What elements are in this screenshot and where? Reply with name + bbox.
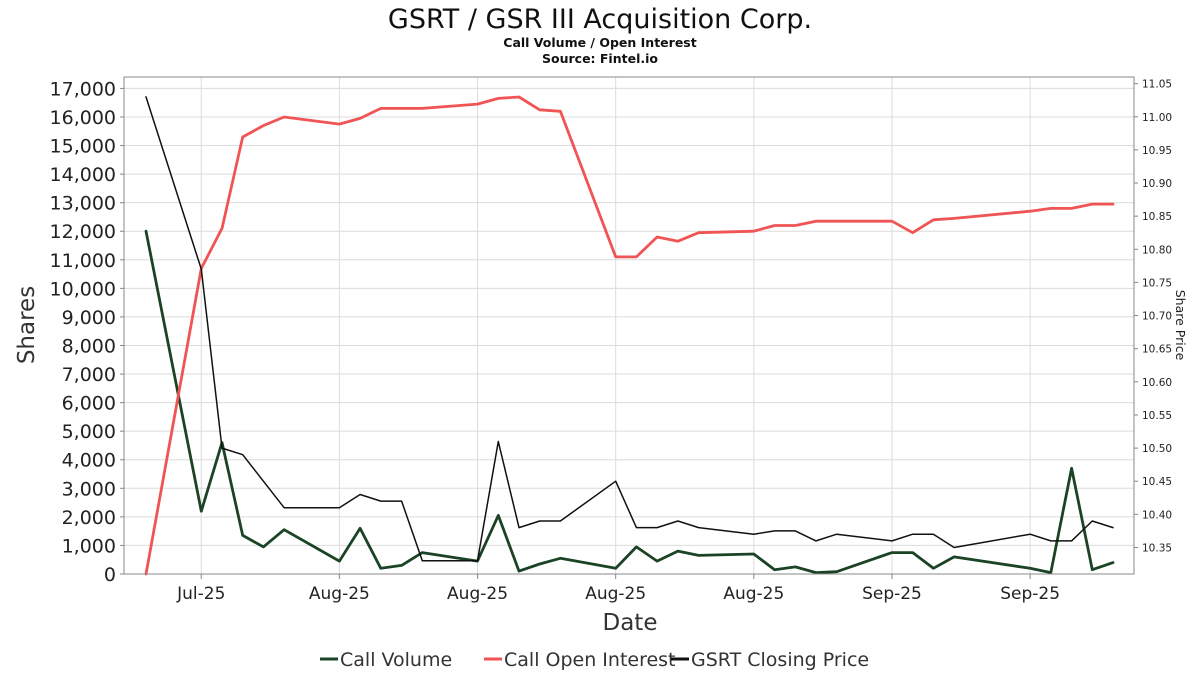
y-tick-label: 10,000	[50, 278, 116, 300]
y-tick-label: 15,000	[50, 136, 116, 158]
y-tick-label: 9,000	[62, 307, 116, 329]
y2-axis-title: Share Price	[1173, 290, 1188, 361]
y2-tick-label: 10.95	[1142, 145, 1172, 157]
y-tick-label: 6,000	[62, 393, 116, 415]
y-tick-label: 8,000	[62, 335, 116, 357]
series-line-call-volume	[144, 229, 1115, 574]
chart-title: GSRT / GSR III Acquisition Corp.	[388, 4, 812, 35]
y2-tick-label: 10.70	[1142, 311, 1172, 323]
y-axis-title: Shares	[14, 286, 40, 364]
y-axis-right: 10.35 10.40 10.45 10.50 10.55 10.60 10.65 10.70…	[1134, 79, 1172, 554]
legend-label: GSRT Closing Price	[691, 649, 869, 671]
y-axis-left: 0 1,000 2,000 3,000 4,000 5,000 6,000 7,000 8,00…	[50, 78, 124, 586]
y-tick-label: 13,000	[50, 193, 116, 215]
series-line-gsrt-closing-price	[145, 96, 1114, 562]
x-tick-label: Jul-25	[176, 584, 225, 604]
y-tick-label: 11,000	[50, 250, 116, 272]
y-tick-label: 4,000	[62, 450, 116, 472]
legend-label: Call Open Interest	[504, 649, 676, 671]
y2-tick-label: 10.45	[1142, 476, 1172, 488]
y-tick-label: 12,000	[50, 221, 116, 243]
y-tick-label: 0	[104, 564, 116, 586]
series-line-call-open-interest	[144, 95, 1115, 576]
plot-frame	[123, 76, 1135, 575]
y-tick-label: 7,000	[62, 364, 116, 386]
legend: Call Volume Call Open Interest GSRT Closin…	[320, 649, 869, 671]
y-tick-label: 3,000	[62, 478, 116, 500]
y2-tick-label: 10.50	[1142, 443, 1172, 455]
x-axis-title: Date	[603, 610, 658, 636]
y2-tick-label: 10.65	[1142, 344, 1172, 356]
y2-tick-label: 11.00	[1142, 112, 1172, 124]
x-tick-label: Aug-25	[309, 584, 370, 604]
y2-tick-label: 10.80	[1142, 244, 1172, 256]
y2-tick-label: 10.90	[1142, 178, 1172, 190]
chart-source: Source: Fintel.io	[542, 51, 658, 66]
series-layer	[144, 95, 1115, 576]
x-tick-label: Sep-25	[1000, 584, 1060, 604]
y2-tick-label: 10.85	[1142, 211, 1172, 223]
grid-lines	[124, 77, 1134, 575]
x-tick-label: Aug-25	[585, 584, 646, 604]
y2-tick-label: 10.75	[1142, 277, 1172, 289]
x-axis: Jul-25 Aug-25 Aug-25 Aug-25 Aug-25 Sep-25 Sep-…	[176, 574, 1060, 604]
y2-tick-label: 10.55	[1142, 410, 1172, 422]
y-tick-label: 1,000	[62, 535, 116, 557]
x-tick-label: Aug-25	[723, 584, 784, 604]
y-tick-label: 17,000	[50, 78, 116, 100]
y-tick-label: 5,000	[62, 421, 116, 443]
x-tick-label: Sep-25	[862, 584, 922, 604]
chart-subtitle: Call Volume / Open Interest	[503, 35, 696, 50]
x-tick-label: Aug-25	[447, 584, 508, 604]
y-tick-label: 2,000	[62, 507, 116, 529]
legend-label: Call Volume	[340, 649, 452, 671]
y2-tick-label: 11.05	[1142, 79, 1172, 91]
y2-tick-label: 10.60	[1142, 377, 1172, 389]
y-tick-label: 16,000	[50, 107, 116, 129]
y2-tick-label: 10.40	[1142, 509, 1172, 521]
y-tick-label: 14,000	[50, 164, 116, 186]
y2-tick-label: 10.35	[1142, 542, 1172, 554]
